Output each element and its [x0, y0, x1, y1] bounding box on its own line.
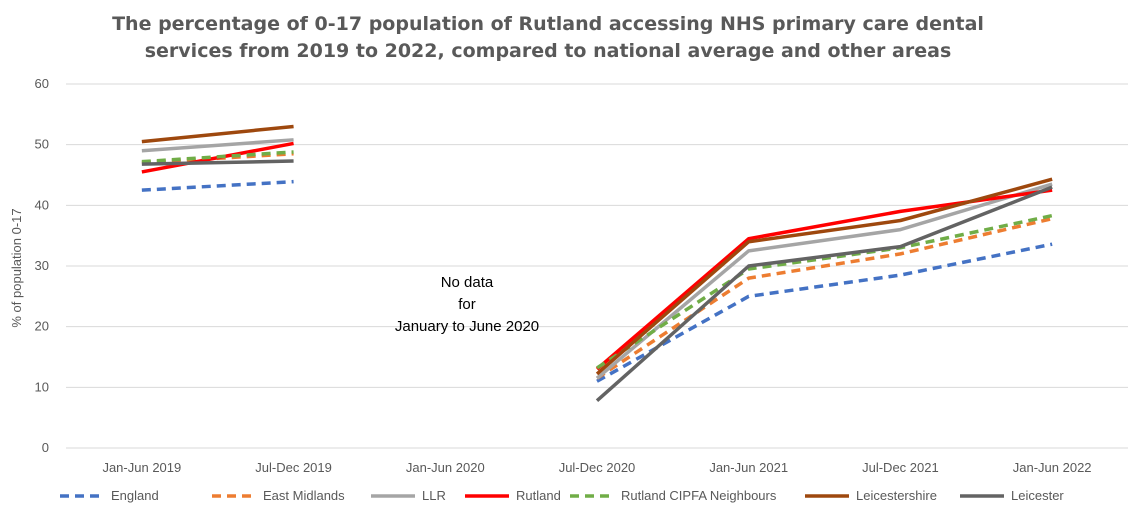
y-tick-label: 50	[35, 137, 49, 152]
legend-label: England	[111, 488, 159, 503]
x-axis-ticks: Jan-Jun 2019 Jul-Dec 2019 Jan-Jun 2020 Jul-…	[102, 460, 1091, 475]
series-line-england	[141, 179, 294, 192]
x-tick-label: Jul-Dec 2019	[255, 460, 332, 475]
legend-label: Rutland	[516, 488, 561, 503]
annotation-line-1: No data	[441, 274, 494, 291]
x-tick-label: Jan-Jun 2022	[1013, 460, 1092, 475]
legend-label: Leicestershire	[856, 488, 937, 503]
annotation-line-3: January to June 2020	[395, 318, 539, 335]
chart-title: The percentage of 0-17 population of Rut…	[112, 13, 984, 62]
series-line-rutland-cipfa-neighbours	[596, 213, 1053, 370]
y-axis-ticks: 0 10 20 30 40 50 60	[35, 76, 49, 455]
legend-label: Leicester	[1011, 488, 1064, 503]
series-line-rutland-cipfa-neighbours	[141, 150, 294, 164]
legend-label: LLR	[422, 488, 446, 503]
x-tick-label: Jan-Jun 2019	[102, 460, 181, 475]
y-tick-label: 60	[35, 76, 49, 91]
series-line-leicester	[141, 159, 294, 166]
series-line-leicester	[595, 185, 1053, 402]
series-line-leicestershire	[595, 177, 1053, 376]
y-tick-label: 30	[35, 258, 49, 273]
x-tick-label: Jan-Jun 2020	[406, 460, 485, 475]
chart-title-line-1: The percentage of 0-17 population of Rut…	[112, 13, 984, 35]
y-tick-label: 0	[42, 440, 49, 455]
series-lines	[141, 124, 1053, 402]
y-tick-label: 20	[35, 319, 49, 334]
gridlines	[66, 83, 1128, 449]
series-line-leicestershire	[141, 124, 294, 144]
y-tick-label: 10	[35, 379, 49, 394]
series-line-east-midlands	[596, 216, 1053, 380]
legend-label: Rutland CIPFA Neighbours	[621, 488, 777, 503]
series-line-llr	[595, 182, 1053, 380]
series-line-llr	[141, 138, 294, 153]
x-tick-label: Jan-Jun 2021	[709, 460, 788, 475]
annotation-line-2: for	[458, 296, 476, 313]
x-tick-label: Jul-Dec 2021	[862, 460, 939, 475]
no-data-annotation: No data for January to June 2020	[395, 274, 539, 335]
y-tick-label: 40	[35, 197, 49, 212]
x-tick-label: Jul-Dec 2020	[559, 460, 636, 475]
legend-label: East Midlands	[263, 488, 345, 503]
chart-title-line-2: services from 2019 to 2022, compared to …	[145, 40, 952, 62]
y-axis-title: % of population 0-17	[9, 208, 24, 327]
legend: England East Midlands LLR Rutland Rutland CI…	[60, 488, 1064, 503]
